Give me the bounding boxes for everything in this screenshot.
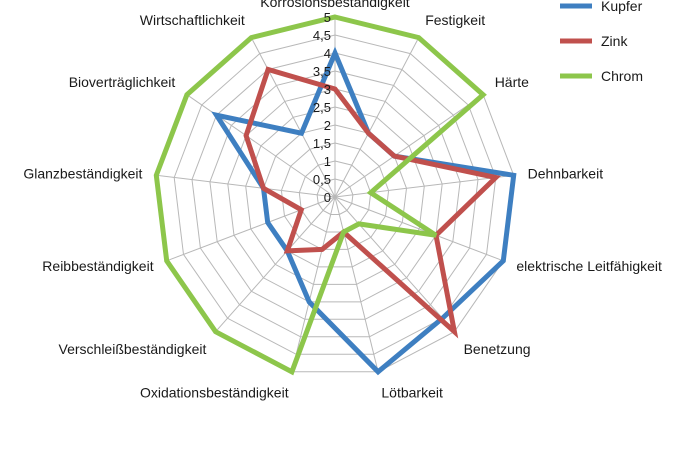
legend-label: Chrom: [601, 68, 643, 84]
tick-label: 1: [324, 154, 331, 169]
legend-label: Zink: [601, 33, 628, 49]
category-label: Korrosionsbeständigkeit: [260, 0, 410, 10]
series-line-chrom: [153, 14, 487, 376]
grid-ring: [173, 34, 497, 355]
grid-spoke: [334, 94, 484, 198]
tick-label: 5: [324, 10, 331, 25]
category-label: Glanzbeständigkeit: [23, 166, 142, 182]
grid-ring: [191, 52, 479, 338]
category-label: elektrische Leitfähigkeit: [516, 258, 662, 274]
grid-spoke: [215, 196, 336, 333]
grid-ring: [262, 124, 408, 268]
category-label: Dehnbarkeit: [528, 166, 604, 182]
category-label: Lötbarkeit: [381, 384, 443, 400]
tick-label: 4: [324, 46, 331, 61]
category-label: Verschleißbeständigkeit: [59, 341, 207, 357]
category-label: Härte: [495, 74, 529, 90]
tick-label: 3,5: [313, 64, 331, 79]
legend-label: Kupfer: [601, 0, 643, 14]
grid-spoke: [334, 196, 504, 262]
category-label: Reibbeständigkeit: [42, 258, 153, 274]
radar-grid: [155, 16, 515, 373]
tick-label: 1,5: [313, 136, 331, 151]
tick-label: 3: [324, 82, 331, 97]
category-label: Festigkeit: [425, 12, 485, 28]
series-line-kupfer: [211, 46, 517, 376]
grid-spoke: [334, 196, 379, 372]
legend: Kupfer Zink Chrom: [560, 0, 643, 84]
category-label: Benetzung: [464, 341, 531, 357]
series-line-zink: [243, 66, 501, 339]
grid-ring: [245, 106, 425, 285]
tick-label: 2,5: [313, 100, 331, 115]
radial-tick-labels: 0 0,5 1 1,5 2 2,5 3 3,5 4 4,5 5: [313, 10, 331, 205]
grid-spoke: [166, 196, 336, 262]
tick-label: 2: [324, 118, 331, 133]
tick-label: 0,5: [313, 172, 331, 187]
grid-spoke: [291, 196, 336, 372]
category-label: Oxidationsbeständigkeit: [140, 384, 289, 400]
grid-spoke: [334, 37, 420, 198]
category-labels: Korrosionsbeständigkeit Festigkeit Härte De…: [23, 0, 662, 400]
grid-spoke: [156, 174, 336, 198]
category-label: Wirtschaftlichkeit: [140, 12, 245, 28]
grid-spoke: [334, 196, 455, 333]
grid-ring: [298, 160, 372, 233]
category-label: Bioverträglichkeit: [69, 74, 176, 90]
grid-spoke: [334, 174, 514, 198]
grid-ring: [316, 178, 354, 215]
grid-spoke: [250, 37, 336, 198]
tick-label: 4,5: [313, 28, 331, 43]
tick-label: 0: [324, 190, 331, 205]
radar-series: [153, 14, 517, 376]
